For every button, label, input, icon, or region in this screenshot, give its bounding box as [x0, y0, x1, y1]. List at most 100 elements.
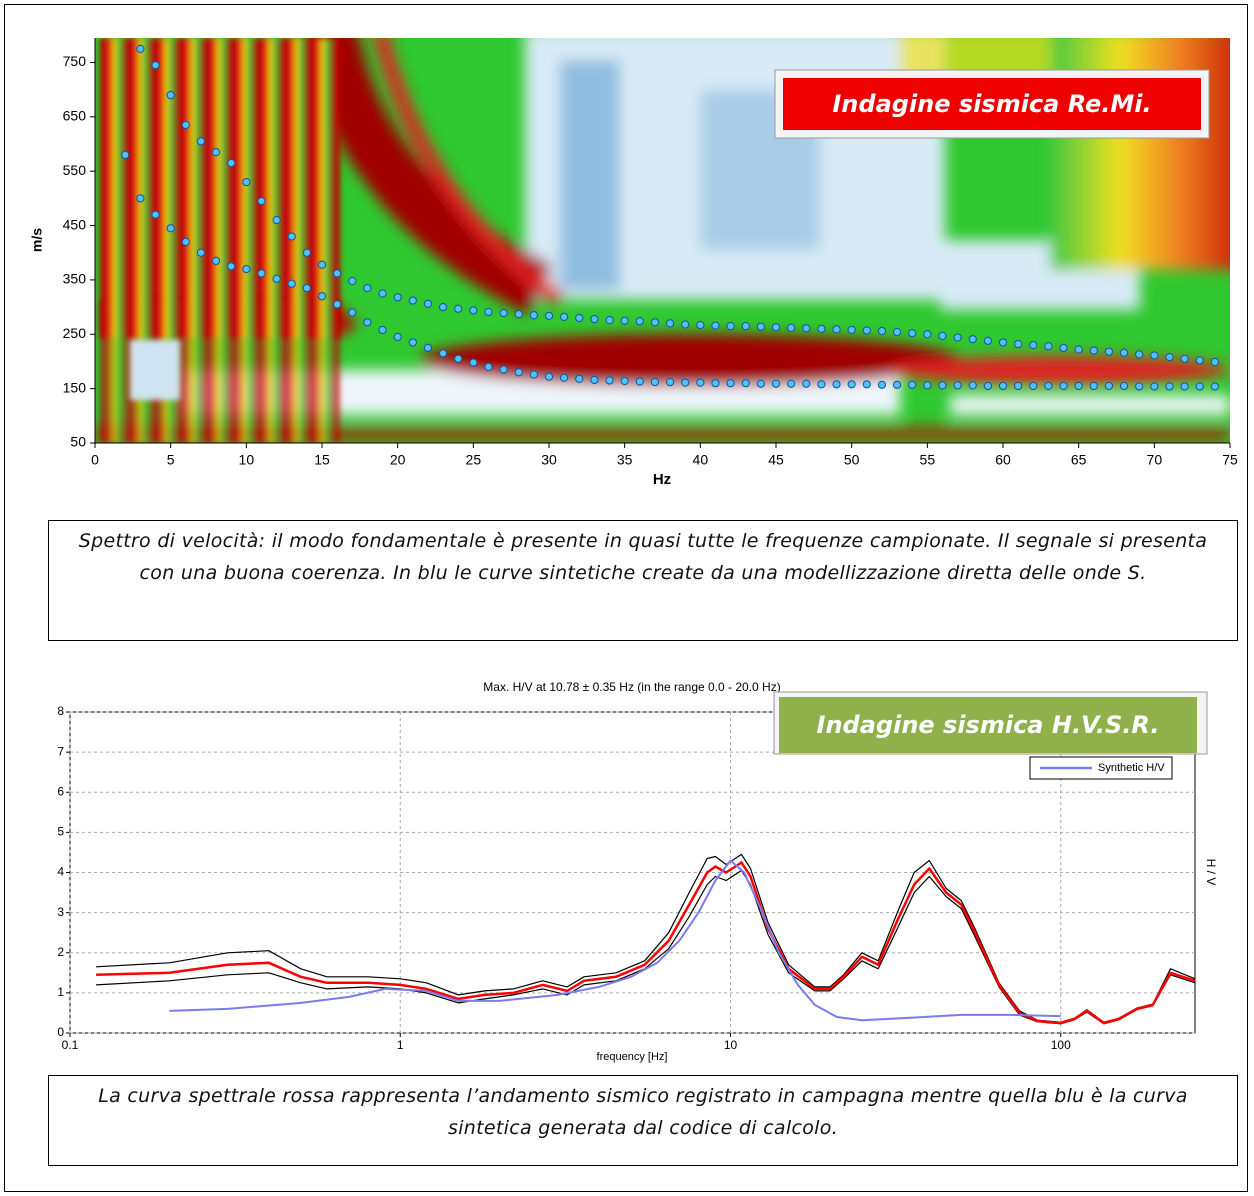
data-point — [152, 62, 159, 69]
data-point — [364, 319, 371, 326]
data-point — [137, 45, 144, 52]
x-tick-label: 45 — [768, 452, 784, 468]
annotation: Indagine sismica H.V.S.R. — [817, 711, 1160, 739]
data-point — [137, 195, 144, 202]
y-tick-label: 350 — [63, 271, 87, 287]
data-point — [1196, 357, 1203, 364]
data-point — [636, 378, 643, 385]
y-tick-label: 550 — [63, 162, 87, 178]
data-point — [954, 334, 961, 341]
data-point — [500, 366, 507, 373]
data-point — [334, 301, 341, 308]
y-tick-label: 650 — [63, 108, 87, 124]
y-tick-label: 450 — [63, 216, 87, 232]
data-point — [212, 257, 219, 264]
data-point — [409, 297, 416, 304]
data-point — [999, 382, 1006, 389]
data-point — [621, 377, 628, 384]
data-point — [893, 381, 900, 388]
data-point — [303, 284, 310, 291]
data-point — [621, 317, 628, 324]
data-point — [530, 371, 537, 378]
y-tick-label: 250 — [63, 325, 87, 341]
data-point — [228, 159, 235, 166]
y-tick-label: 4 — [57, 865, 64, 879]
data-point — [470, 359, 477, 366]
data-point — [803, 380, 810, 387]
data-point — [1090, 347, 1097, 354]
data-point — [772, 380, 779, 387]
x-tick-label: 75 — [1222, 452, 1238, 468]
data-point — [530, 312, 537, 319]
y-tick-label: 7 — [57, 744, 64, 758]
data-point — [318, 261, 325, 268]
data-point — [969, 382, 976, 389]
data-point — [712, 380, 719, 387]
data-point — [334, 270, 341, 277]
data-point — [1166, 383, 1173, 390]
data-point — [939, 332, 946, 339]
data-point — [273, 275, 280, 282]
data-point — [833, 381, 840, 388]
data-point — [727, 380, 734, 387]
data-point — [999, 339, 1006, 346]
data-point — [349, 309, 356, 316]
data-point — [969, 336, 976, 343]
legend-label: Synthetic H/V — [1098, 762, 1165, 774]
data-point — [576, 314, 583, 321]
x-tick-label: 10 — [724, 1038, 738, 1052]
data-point — [576, 375, 583, 382]
x-tick-label: 10 — [239, 452, 255, 468]
data-point — [636, 318, 643, 325]
x-tick-label: 70 — [1147, 452, 1163, 468]
data-point — [394, 333, 401, 340]
y2-axis-label: H / V — [1204, 859, 1218, 886]
data-point — [1015, 340, 1022, 347]
data-point — [470, 307, 477, 314]
x-tick-label: 35 — [617, 452, 633, 468]
data-point — [1060, 344, 1067, 351]
data-point — [757, 380, 764, 387]
data-point — [182, 238, 189, 245]
data-point — [893, 329, 900, 336]
x-tick-label: 5 — [167, 452, 175, 468]
data-point — [197, 249, 204, 256]
data-point — [424, 344, 431, 351]
data-point — [878, 327, 885, 334]
data-point — [409, 339, 416, 346]
data-point — [863, 327, 870, 334]
data-point — [924, 331, 931, 338]
x-tick-label: 50 — [844, 452, 860, 468]
data-point — [1030, 382, 1037, 389]
data-point — [364, 284, 371, 291]
y-tick-label: 3 — [57, 905, 64, 919]
data-point — [515, 369, 522, 376]
data-point — [258, 270, 265, 277]
data-point — [772, 324, 779, 331]
x-tick-label: 20 — [390, 452, 406, 468]
data-point — [1075, 346, 1082, 353]
data-point — [591, 315, 598, 322]
x-tick-label: 1 — [397, 1038, 404, 1052]
data-point — [1120, 382, 1127, 389]
data-point — [318, 293, 325, 300]
data-point — [818, 325, 825, 332]
y-tick-label: 750 — [63, 53, 87, 69]
data-point — [682, 379, 689, 386]
data-point — [122, 151, 129, 158]
data-point — [500, 309, 507, 316]
data-point — [939, 382, 946, 389]
data-point — [651, 319, 658, 326]
data-point — [1211, 383, 1218, 390]
data-point — [712, 322, 719, 329]
data-point — [1075, 382, 1082, 389]
data-point — [212, 149, 219, 156]
data-point — [1136, 351, 1143, 358]
data-point — [515, 311, 522, 318]
data-point — [1045, 343, 1052, 350]
data-point — [167, 225, 174, 232]
data-point — [1151, 383, 1158, 390]
data-point — [424, 300, 431, 307]
annotation: Indagine sismica Re.Mi. — [832, 90, 1151, 118]
data-point — [1030, 342, 1037, 349]
